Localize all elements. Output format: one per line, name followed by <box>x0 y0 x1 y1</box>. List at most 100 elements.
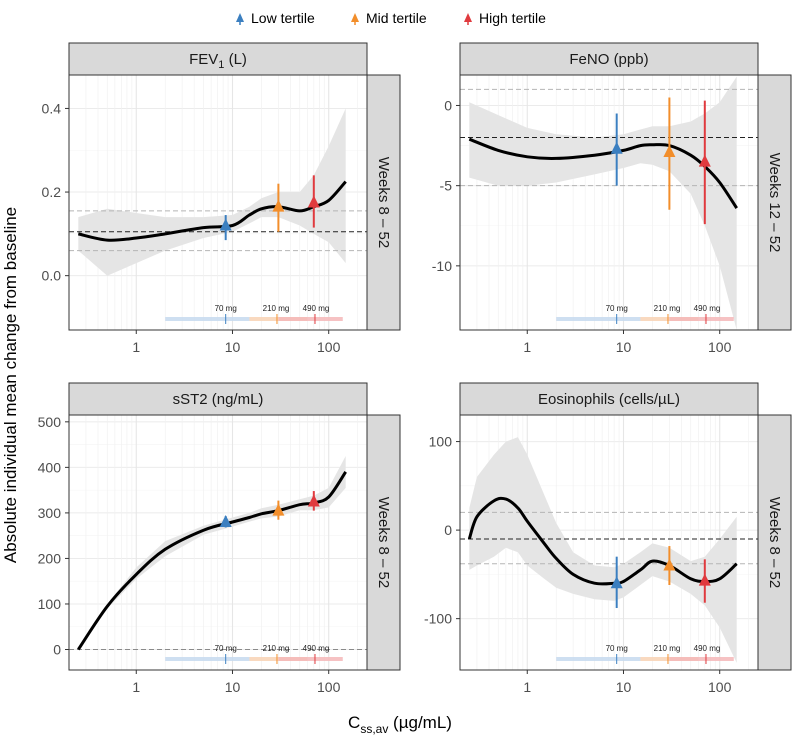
dose-bar: 70 mg 210 mg 490 mg <box>165 304 343 324</box>
panel-title-main: FeNO (ppb) <box>569 51 648 68</box>
legend-item: Mid tertile <box>351 10 427 26</box>
x-tick-label: 1 <box>132 679 140 695</box>
plot-content: 70 mg 210 mg 490 mg <box>460 437 758 664</box>
y-tick-label: 500 <box>38 414 62 430</box>
x-axis-label: Css,av (µg/mL) <box>348 713 452 736</box>
x-axis-label-sub: ss,av <box>360 722 388 736</box>
panel-title: sST2 (ng/mL) <box>173 391 264 408</box>
plot-content: 70 mg 210 mg 490 mg <box>69 108 367 324</box>
legend-label: Low tertile <box>251 10 315 26</box>
tertile-point <box>272 503 285 516</box>
tertile-marker <box>307 175 320 228</box>
tertile-point <box>698 154 711 167</box>
plot-area <box>69 415 367 670</box>
x-tick-label: 100 <box>708 679 732 695</box>
panel-2: FeNO (ppb) Weeks 12 – 52 70 mg 210 mg 490 mg… <box>432 42 792 355</box>
panel-side-label: Weeks 12 – 52 <box>766 153 783 253</box>
tertile-point <box>698 573 711 586</box>
panel-side-label: Weeks 8 – 52 <box>766 497 783 588</box>
confidence-ribbon <box>469 437 737 663</box>
y-tick-label: 100 <box>429 434 453 450</box>
strip-bg <box>459 42 759 76</box>
dose-bar: 70 mg 210 mg 490 mg <box>165 644 343 664</box>
dose-range <box>669 657 734 661</box>
x-tick-label: 1 <box>523 679 531 695</box>
dose-label: 70 mg <box>606 304 628 313</box>
legend-label: High tertile <box>479 10 546 26</box>
tertile-marker <box>698 100 711 225</box>
panel-border <box>68 414 368 671</box>
x-axis-label-unit: (µg/mL) <box>388 713 452 732</box>
strip-bg <box>68 42 368 76</box>
tertile-marker <box>272 183 285 232</box>
panel-side-label: Weeks 8 – 52 <box>375 497 392 588</box>
panel-side-strip: Weeks 8 – 52 <box>366 74 401 331</box>
legend-item: Low tertile <box>236 10 315 26</box>
panel-title: FeNO (ppb) <box>569 51 648 68</box>
tertile-marker <box>610 113 623 186</box>
tertile-marker <box>219 215 232 241</box>
axes: 0.0 0.2 0.4 1 10 100 <box>42 100 341 355</box>
panel-border <box>459 414 759 671</box>
dose-range <box>165 657 250 661</box>
dose-range <box>556 317 641 321</box>
dose-range <box>165 317 250 321</box>
tertile-marker <box>698 559 711 603</box>
dose-label: 490 mg <box>303 644 330 653</box>
tertile-point <box>663 558 676 571</box>
legend-triangle-icon <box>351 13 359 22</box>
panel-title-strip: Eosinophils (cells/µL) <box>459 382 759 416</box>
legend-item: High tertile <box>464 10 546 26</box>
legend-label: Mid tertile <box>366 10 427 26</box>
y-tick-label: -100 <box>424 611 452 627</box>
legend-triangle-icon <box>464 13 472 22</box>
panel-3: sST2 (ng/mL) Weeks 8 – 52 70 mg 210 mg 490 m… <box>38 382 401 695</box>
dose-label: 210 mg <box>263 304 290 313</box>
y-tick-label: 0 <box>53 642 61 658</box>
y-tick-label: 0.4 <box>42 100 62 116</box>
side-strip-bg <box>757 74 792 331</box>
side-strip-bg <box>366 74 401 331</box>
legend: Low tertile Mid tertile High tertile <box>236 10 546 26</box>
confidence-ribbon <box>78 108 346 276</box>
x-tick-label: 10 <box>616 679 632 695</box>
legend-triangle-icon <box>236 13 244 22</box>
panel-side-strip: Weeks 8 – 52 <box>757 414 792 671</box>
panel-side-strip: Weeks 12 – 52 <box>757 74 792 331</box>
axes: 100 0 -100 1 10 100 <box>424 434 732 695</box>
panel-title: Eosinophils (cells/µL) <box>538 391 680 408</box>
plot-content: 70 mg 210 mg 490 mg <box>460 76 758 330</box>
panel-border <box>68 74 368 331</box>
y-tick-label: 0 <box>444 97 452 113</box>
side-strip-bg <box>757 414 792 671</box>
y-tick-label: 100 <box>38 596 62 612</box>
x-tick-label: 100 <box>317 339 341 355</box>
panel-title: FEV1 (L) <box>189 51 247 71</box>
panel-4: Eosinophils (cells/µL) Weeks 8 – 52 70 mg 2… <box>424 382 792 695</box>
panel-side-label: Weeks 8 – 52 <box>375 157 392 248</box>
tertile-point <box>307 494 320 507</box>
x-tick-label: 10 <box>225 679 241 695</box>
dose-label: 490 mg <box>303 304 330 313</box>
y-tick-label: 0.0 <box>42 268 62 284</box>
tertile-marker <box>219 515 232 528</box>
panel-title-main: Eosinophils (cells/µL) <box>538 391 680 408</box>
panel-title-strip: sST2 (ng/mL) <box>68 382 368 416</box>
tertile-marker <box>663 97 676 210</box>
tertile-marker <box>272 500 285 520</box>
tertile-point <box>610 576 623 589</box>
panel-title-strip: FeNO (ppb) <box>459 42 759 76</box>
y-tick-label: 200 <box>38 550 62 566</box>
panel-title-main: sST2 (ng/mL) <box>173 391 264 408</box>
tertile-point <box>219 515 232 528</box>
x-tick-label: 100 <box>708 339 732 355</box>
y-tick-label: -10 <box>432 258 452 274</box>
plot-content: 70 mg 210 mg 490 mg <box>69 456 367 664</box>
dose-label: 210 mg <box>654 304 681 313</box>
tertile-marker <box>307 491 320 511</box>
axes: 0 -5 -10 1 10 100 <box>432 97 732 355</box>
dose-label: 490 mg <box>694 304 721 313</box>
panel-side-strip: Weeks 8 – 52 <box>366 414 401 671</box>
